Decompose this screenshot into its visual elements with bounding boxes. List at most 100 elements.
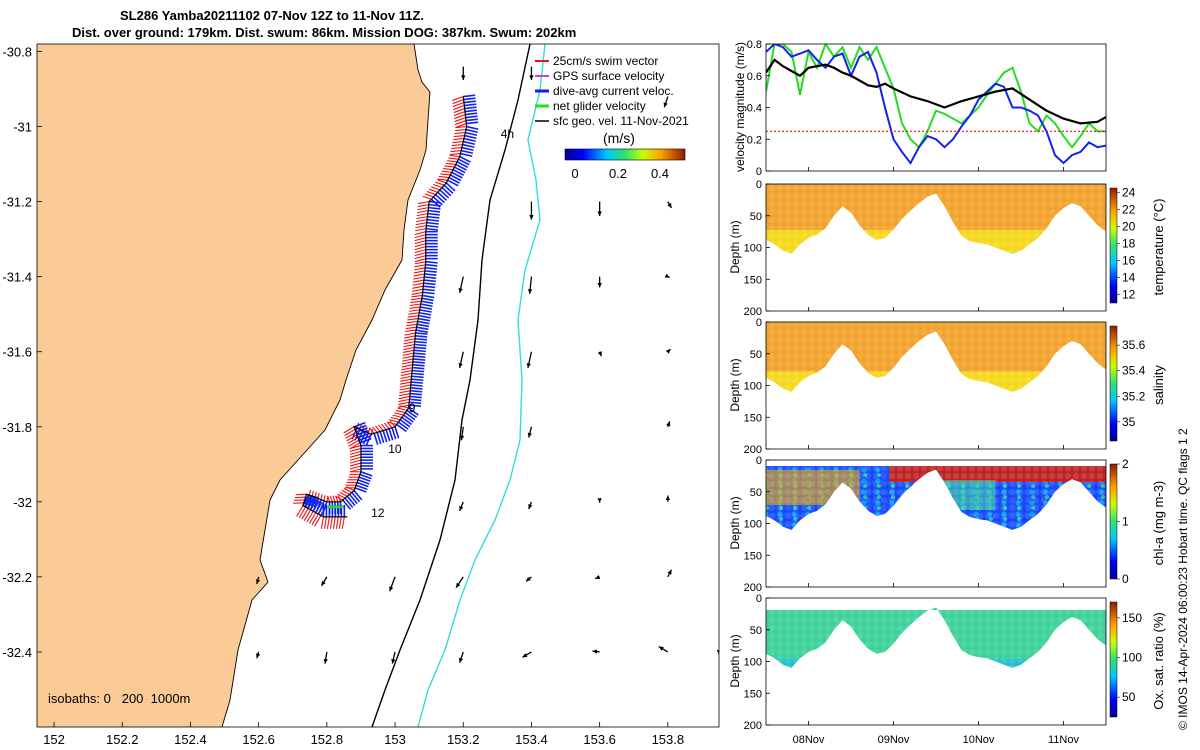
colorbar-tick: 0.2 — [609, 166, 627, 181]
map-legend: 25cm/s swim vector GPS surface velocity … — [535, 54, 689, 128]
colorbar-tick-label: 14 — [1122, 270, 1136, 284]
velocity-y-tick-label: 0.8 — [747, 39, 762, 51]
section-y-tick-label: 50 — [750, 625, 762, 637]
colorbar-tick-label: 12 — [1122, 287, 1136, 301]
sfc-vector — [528, 501, 533, 510]
map-panel: 152 152.2 152.4 152.6 152.8 153 153.2 153.4 153.… — [2, 43, 720, 747]
map-x-tick-label: 152.8 — [311, 732, 344, 747]
isobath-200m — [371, 44, 531, 727]
time-x-tick-label: 08Nov — [793, 734, 825, 746]
svg-text:GPS surface velocity: GPS surface velocity — [553, 69, 664, 83]
sfc-vector — [527, 276, 533, 294]
sfc-vector — [716, 649, 719, 655]
series-line-sfc — [766, 58, 1106, 125]
colorbar-tick-label: 20 — [1122, 219, 1136, 233]
sfc-vector — [459, 501, 464, 512]
velocity-series — [766, 44, 1106, 165]
coastline — [221, 44, 431, 727]
sfc-vector — [592, 649, 600, 654]
colorbar-label: Ox. sat. ratio (%) — [1151, 612, 1166, 710]
sfc-vector — [529, 201, 534, 220]
colorbar-tick-label: 1 — [1122, 515, 1129, 529]
colorbar-tick-label: 35.4 — [1122, 364, 1146, 378]
map-y-tick-label: -31.4 — [2, 270, 32, 285]
day-marker: 10 — [388, 442, 402, 456]
sfc-vector — [597, 201, 602, 217]
time-x-ticks: 08Nov 09Nov 10Nov 11Nov — [793, 167, 1079, 746]
map-y-tick-label: -32.2 — [2, 570, 32, 585]
section-temperature: 0 50 100 150 200 Depth (m) 24 22 20 18 16 14 12 tempe… — [728, 179, 1166, 318]
section-ylabel: Depth (m) — [728, 220, 742, 273]
colorbar-tick-label: 0 — [1122, 572, 1129, 586]
sfc-vector — [323, 651, 328, 664]
surface-velocity-vectors — [255, 66, 719, 664]
map-x-ticks: 152 152.2 152.4 152.6 152.8 153 153.2 153.4 153.… — [43, 722, 684, 747]
map-x-tick-label: 152.4 — [174, 732, 207, 747]
svg-text:25cm/s swim vector: 25cm/s swim vector — [553, 54, 658, 68]
sfc-vector — [458, 351, 464, 369]
sfc-vector — [526, 351, 533, 369]
day-marker: 9 — [409, 401, 416, 415]
map-x-tick-label: 152.2 — [106, 732, 139, 747]
sfc-vector — [522, 651, 532, 658]
map-axes-frame — [36, 43, 720, 728]
sfc-vector — [461, 66, 466, 81]
sfc-vector — [529, 66, 534, 81]
colorbar-tick-label: 35.2 — [1122, 389, 1146, 403]
sfc-vector — [597, 498, 602, 503]
colorbar-tick: 0 — [571, 166, 578, 181]
series-line-net — [766, 44, 1106, 149]
sfc-vector — [459, 426, 465, 441]
sfc-vector — [597, 351, 603, 357]
sfc-vector — [658, 645, 669, 653]
velocity-y-tick-label: 0.2 — [747, 134, 762, 146]
section-ylabel: Depth (m) — [728, 496, 742, 549]
map-x-tick-label: 152.6 — [242, 732, 275, 747]
colorbar-tick: 0.4 — [651, 166, 669, 181]
legend-item-diveavg: dive-avg current veloc. — [535, 84, 674, 98]
section-y-tick-label: 0 — [756, 179, 762, 191]
sfc-vector — [527, 426, 533, 438]
sfc-vector — [320, 576, 328, 587]
day-marker: 4h — [501, 127, 514, 141]
colorbar-tick-label: 18 — [1122, 236, 1136, 250]
map-x-tick-label: 152 — [43, 732, 65, 747]
figure-title-line1: SL286 Yamba20211102 07-Nov 12Z to 11-Nov… — [120, 8, 425, 23]
sfc-vector — [255, 651, 261, 659]
section-y-tick-label: 50 — [750, 211, 762, 223]
legend-item-sfc: sfc geo. vel. 11-Nov-2021 — [535, 114, 689, 128]
colorbar-tick-label: 2 — [1122, 457, 1129, 471]
section-colorbar — [1109, 325, 1118, 442]
sfc-vector — [525, 576, 532, 582]
colorbar-label: chl-a (mg m-3) — [1151, 481, 1166, 566]
time-x-tick-label: 11Nov — [1048, 734, 1079, 746]
section-y-tick-label: 150 — [744, 688, 762, 700]
sfc-vector — [459, 651, 464, 663]
section-y-tick-label: 200 — [744, 306, 762, 318]
sfc-vector — [391, 651, 396, 664]
land-mass — [37, 44, 430, 727]
section-y-tick-label: 0 — [756, 317, 762, 329]
colorbar-tick-label: 24 — [1122, 185, 1136, 199]
sfc-vector — [665, 348, 672, 354]
sfc-vector — [597, 276, 602, 288]
svg-text:net glider velocity: net glider velocity — [553, 99, 646, 113]
velocity-panel: 0 0.2 0.4 0.6 0.8 velocity magnitude (m/s) — [733, 39, 1107, 178]
glider-track — [293, 94, 479, 529]
velocity-y-tick-label: 0 — [756, 166, 762, 178]
colorbar-tick-label: 35.6 — [1122, 338, 1146, 352]
section-y-tick-label: 150 — [744, 550, 762, 562]
map-y-tick-label: -31.8 — [2, 420, 32, 435]
colorbar-tick-label: 22 — [1122, 202, 1136, 216]
figure-title-line2: Dist. over ground: 179km. Dist. swum: 86… — [72, 25, 577, 40]
map-y-tick-label: -31.2 — [2, 195, 32, 210]
colorbar-tick-label: 100 — [1122, 651, 1142, 665]
section-y-tick-label: 100 — [744, 519, 762, 531]
section-y-tick-label: 200 — [744, 720, 762, 732]
imos-credit: © IMOS 14-Apr-2024 06:00:23 Hobart time.… — [1176, 428, 1190, 730]
colorbar-unit: (m/s) — [603, 130, 635, 146]
colorbar-tick-label: 150 — [1122, 611, 1142, 625]
map-x-tick-label: 153.8 — [652, 732, 685, 747]
